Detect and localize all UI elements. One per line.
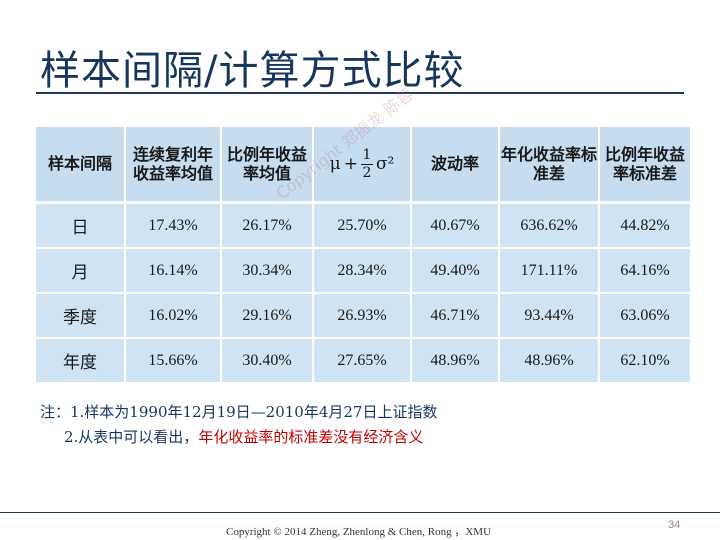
- note-line-2: 2.从表中可以看出，年化收益率的标准差没有经济含义: [40, 425, 437, 450]
- table-cell: 48.96%: [498, 338, 600, 382]
- header-sample-interval: 样本间隔: [34, 127, 126, 204]
- page-number: 34: [668, 519, 681, 531]
- table-cell: 46.71%: [410, 293, 500, 339]
- row-label-annual: 年度: [34, 338, 126, 382]
- header-continuous-mean: 连续复利年收益率均值: [124, 127, 222, 204]
- table-cell: 25.70%: [312, 202, 412, 249]
- table-cell: 28.34%: [312, 248, 412, 294]
- table-cell: 62.10%: [598, 338, 692, 382]
- table-cell: 26.93%: [312, 293, 412, 339]
- formula-mu-plus-half-sigma-squared: μ + 1 2 σ²: [329, 146, 395, 181]
- table-cell: 16.14%: [124, 248, 222, 294]
- header-annualized-std: 年化收益率标准差: [498, 127, 600, 204]
- table-cell: 27.65%: [312, 338, 412, 382]
- fraction-one-half: 1 2: [360, 146, 373, 181]
- comparison-table-container: 样本间隔 连续复利年收益率均值 比例年收益率均值 μ + 1 2 σ²: [34, 127, 692, 382]
- table-cell: 48.96%: [410, 338, 500, 382]
- table-row: 年度 15.66% 30.40% 27.65% 48.96% 48.96% 62…: [34, 338, 692, 382]
- title-divider: [36, 92, 684, 94]
- header-formula: μ + 1 2 σ²: [312, 127, 412, 204]
- table-cell: 17.43%: [124, 202, 222, 249]
- table-cell: 44.82%: [598, 202, 692, 249]
- notes: 注：1.样本为1990年12月19日—2010年4月27日上证指数 2.从表中可…: [40, 400, 437, 450]
- table-cell: 26.17%: [220, 202, 314, 249]
- table-row: 月 16.14% 30.34% 28.34% 49.40% 171.11% 64…: [34, 248, 692, 294]
- comparison-table: 样本间隔 连续复利年收益率均值 比例年收益率均值 μ + 1 2 σ²: [34, 127, 692, 382]
- header-proportional-std: 比例年收益率标准差: [598, 127, 692, 204]
- table-cell: 15.66%: [124, 338, 222, 382]
- note-line-1: 注：1.样本为1990年12月19日—2010年4月27日上证指数: [40, 403, 438, 421]
- note-line-2-highlight: 年化收益率的标准差没有经济含义: [198, 428, 424, 446]
- table-cell: 171.11%: [498, 248, 600, 294]
- row-label-quarterly: 季度: [34, 293, 126, 339]
- footer-divider: [0, 512, 720, 513]
- header-volatility: 波动率: [410, 127, 500, 204]
- table-cell: 30.40%: [220, 338, 314, 382]
- table-cell: 64.16%: [598, 248, 692, 294]
- table-row: 日 17.43% 26.17% 25.70% 40.67% 636.62% 44…: [34, 202, 692, 249]
- table-row: 季度 16.02% 29.16% 26.93% 46.71% 93.44% 63…: [34, 293, 692, 339]
- table-cell: 16.02%: [124, 293, 222, 339]
- table-header-row: 样本间隔 连续复利年收益率均值 比例年收益率均值 μ + 1 2 σ²: [34, 127, 692, 204]
- row-label-daily: 日: [34, 202, 126, 249]
- table-cell: 49.40%: [410, 248, 500, 294]
- note-line-2-prefix: 2.从表中可以看出，: [64, 428, 199, 446]
- table-cell: 29.16%: [220, 293, 314, 339]
- table-cell: 30.34%: [220, 248, 314, 294]
- table-cell: 93.44%: [498, 293, 600, 339]
- table-cell: 40.67%: [410, 202, 500, 249]
- table-cell: 636.62%: [498, 202, 600, 249]
- page-title: 样本间隔/计算方式比较: [40, 48, 465, 94]
- table-cell: 63.06%: [598, 293, 692, 339]
- row-label-monthly: 月: [34, 248, 126, 294]
- header-proportional-mean: 比例年收益率均值: [220, 127, 314, 204]
- copyright-footer: Copyright © 2014 Zheng, Zhenlong & Chen,…: [226, 526, 492, 538]
